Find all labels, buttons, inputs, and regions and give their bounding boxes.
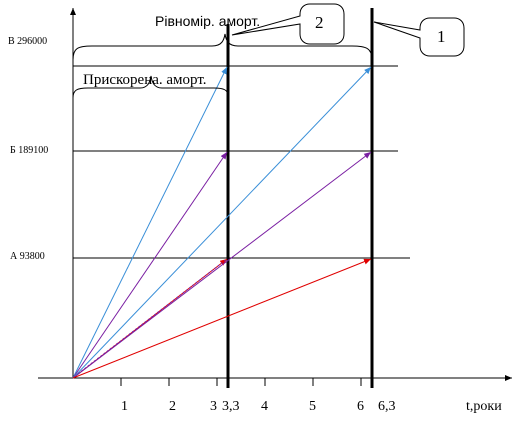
x-tick-label-1: 1 bbox=[121, 399, 128, 414]
x-tick-label-6: 6 bbox=[357, 399, 364, 414]
x-tick-label-3-3: 3,3 bbox=[222, 399, 240, 414]
label-uniform: Рівномір. аморт. bbox=[155, 13, 260, 29]
y-label-b: Б 189100 bbox=[10, 145, 48, 156]
callout-1: 1 bbox=[373, 17, 465, 57]
y-label-v: В 296000 bbox=[8, 36, 47, 47]
y-label-a: А 93800 bbox=[10, 251, 45, 262]
x-tick-label-3: 3 bbox=[210, 399, 217, 414]
callout-2: 2 bbox=[231, 3, 345, 45]
label-accelerated: Прискорена. аморт. bbox=[83, 72, 207, 88]
x-tick-label-6-3: 6,3 bbox=[378, 399, 396, 414]
arrow-uniform-v bbox=[72, 66, 372, 379]
arrow-uniform-a bbox=[72, 258, 372, 379]
x-tick-labels: 1 2 3 3,3 4 5 6 6,3 bbox=[121, 399, 396, 414]
x-tick-label-4: 4 bbox=[261, 399, 268, 414]
x-tick-marks bbox=[120, 378, 362, 386]
callout-1-text: 1 bbox=[437, 27, 446, 46]
arrow-accelerated-v bbox=[72, 66, 228, 379]
brace-accelerated bbox=[72, 75, 229, 99]
arrow-uniform-b bbox=[72, 151, 372, 379]
x-tick-label-5: 5 bbox=[309, 399, 316, 414]
x-tick-label-2: 2 bbox=[169, 399, 176, 414]
arrow-accelerated-b bbox=[72, 151, 228, 379]
brace-uniform bbox=[72, 33, 373, 61]
callout-2-text: 2 bbox=[315, 13, 324, 32]
x-axis-title: t,роки bbox=[466, 399, 502, 414]
